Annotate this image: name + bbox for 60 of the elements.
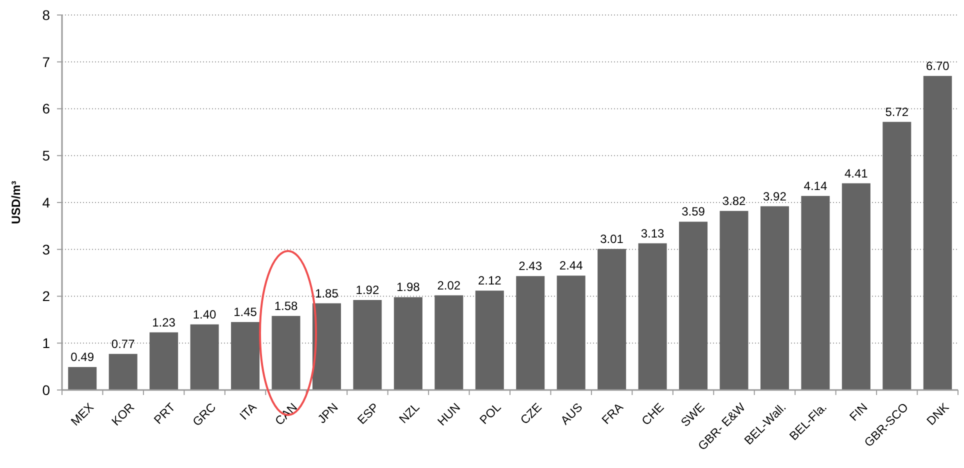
bar [842, 183, 870, 390]
data-label: 1.23 [152, 315, 176, 330]
bar [394, 297, 422, 390]
bar [516, 276, 545, 390]
bar [108, 354, 138, 390]
y-tick-label: 0 [42, 382, 50, 398]
bar [760, 206, 789, 390]
y-tick-label: 6 [42, 100, 50, 117]
bar [801, 196, 830, 390]
bar [679, 222, 708, 390]
data-label: 1.40 [192, 307, 217, 322]
bar [150, 332, 178, 390]
x-tick-label: FRA [599, 400, 626, 428]
bar [434, 295, 464, 390]
y-axis-title: USD/m³ [9, 180, 23, 224]
x-tick-label: POL [476, 400, 504, 428]
bar [231, 322, 260, 390]
data-label: 1.58 [274, 298, 298, 313]
y-tick-label: 1 [42, 335, 50, 352]
y-tick-label: 5 [42, 148, 50, 164]
data-label: 3.92 [763, 189, 787, 204]
data-label: 2.12 [478, 274, 502, 288]
data-label: 4.14 [804, 178, 828, 193]
data-label: 1.92 [356, 283, 380, 297]
data-label: 2.44 [559, 258, 584, 273]
bar [882, 122, 912, 390]
x-tick-label: NZL [396, 400, 422, 426]
y-tick-label: 8 [42, 6, 50, 23]
x-tick-label: JPN [314, 400, 341, 426]
bar [68, 367, 97, 390]
data-label: 6.70 [926, 58, 950, 73]
data-label: 3.82 [722, 194, 746, 208]
bar [720, 210, 748, 390]
y-tick-label: 3 [42, 241, 50, 258]
data-label: 4.41 [844, 166, 868, 180]
bar [556, 276, 586, 390]
bar [190, 324, 219, 390]
data-label: 1.98 [396, 280, 420, 294]
data-label: 0.77 [111, 336, 136, 351]
data-label: 0.49 [70, 350, 94, 364]
bar [598, 248, 626, 390]
bar [923, 76, 952, 390]
bar [272, 316, 300, 390]
data-label: 2.43 [518, 259, 542, 274]
bar [475, 290, 504, 390]
bar [312, 303, 341, 390]
y-tick-label: 2 [42, 288, 50, 304]
x-tick-label: FIN [846, 400, 870, 424]
bar [353, 300, 382, 390]
data-label: 3.13 [640, 226, 665, 240]
data-label: 2.02 [437, 278, 461, 292]
data-label: 3.59 [682, 204, 706, 219]
data-label: 3.01 [600, 232, 624, 246]
data-label: 1.85 [315, 286, 339, 300]
x-tick-label: ITA [236, 400, 260, 423]
data-label: 1.45 [234, 305, 258, 320]
data-label: 5.72 [885, 104, 909, 119]
y-tick-label: 4 [42, 194, 50, 210]
bar [638, 243, 667, 390]
y-tick-label: 7 [42, 54, 50, 70]
